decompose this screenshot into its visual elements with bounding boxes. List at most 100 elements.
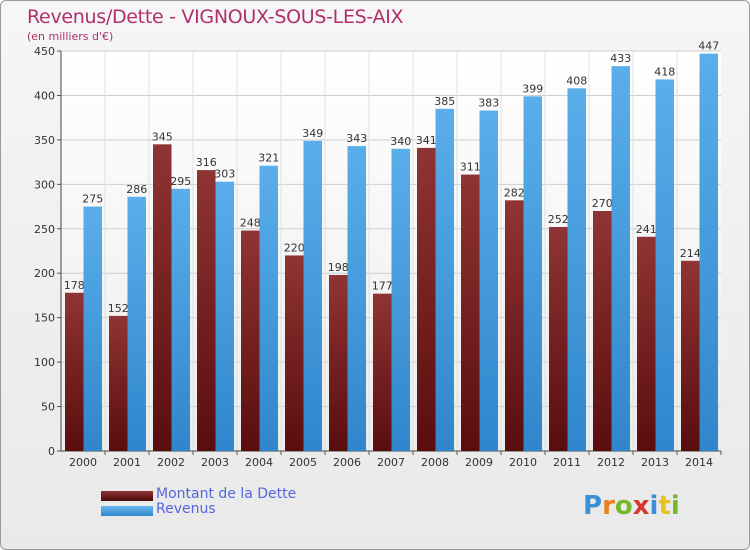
data-label-revenus: 433 bbox=[610, 52, 631, 65]
x-tick-label: 2011 bbox=[553, 456, 581, 469]
data-label-revenus: 408 bbox=[566, 74, 587, 87]
bar-revenus bbox=[699, 53, 718, 452]
y-tick-label: 0 bbox=[48, 445, 55, 458]
logo-letter: t bbox=[658, 491, 671, 521]
data-label-dette: 282 bbox=[504, 186, 525, 199]
x-tick-label: 2008 bbox=[421, 456, 449, 469]
x-tick-label: 2014 bbox=[685, 456, 713, 469]
y-tick-label: 300 bbox=[34, 178, 55, 191]
data-label-dette: 311 bbox=[460, 161, 481, 174]
data-label-dette: 270 bbox=[592, 197, 613, 210]
data-label-dette: 345 bbox=[152, 130, 173, 143]
bar-dette bbox=[417, 147, 436, 451]
x-tick-label: 2005 bbox=[289, 456, 317, 469]
logo-letter: o bbox=[614, 491, 633, 521]
data-label-revenus: 349 bbox=[302, 127, 323, 140]
y-tick-label: 250 bbox=[34, 223, 55, 236]
legend-label-revenus: Revenus bbox=[156, 501, 216, 517]
bar-dette bbox=[153, 144, 172, 452]
bar-dette bbox=[593, 211, 612, 451]
logo-letter: i bbox=[670, 491, 680, 521]
data-label-dette: 214 bbox=[680, 247, 701, 260]
bar-dette bbox=[505, 200, 524, 451]
x-tick-label: 2006 bbox=[333, 456, 361, 469]
data-label-dette: 316 bbox=[196, 156, 217, 169]
bar-revenus bbox=[611, 66, 630, 451]
x-tick-label: 2002 bbox=[157, 456, 185, 469]
proxiti-logo: Proxiti bbox=[583, 491, 680, 521]
data-label-dette: 198 bbox=[328, 261, 349, 274]
x-tick-label: 2009 bbox=[465, 456, 493, 469]
data-label-dette: 248 bbox=[240, 217, 261, 230]
x-tick-label: 2000 bbox=[69, 456, 97, 469]
chart-subtitle: (en milliers d'€) bbox=[27, 30, 114, 43]
bar-dette bbox=[197, 170, 216, 451]
data-label-dette: 241 bbox=[636, 223, 657, 236]
x-tick-label: 2003 bbox=[201, 456, 229, 469]
bar-dette bbox=[65, 292, 84, 451]
bar-dette bbox=[681, 260, 700, 451]
data-label-revenus: 303 bbox=[214, 168, 235, 181]
legend-label-dette: Montant de la Dette bbox=[156, 486, 297, 502]
data-label-dette: 152 bbox=[108, 302, 129, 315]
bar-revenus bbox=[83, 206, 102, 451]
bar-revenus bbox=[303, 140, 322, 451]
data-label-revenus: 383 bbox=[478, 97, 499, 110]
data-label-revenus: 343 bbox=[346, 132, 367, 145]
data-label-revenus: 418 bbox=[654, 65, 675, 78]
bar-revenus bbox=[127, 196, 146, 451]
data-label-revenus: 340 bbox=[390, 135, 411, 148]
y-tick-label: 150 bbox=[34, 312, 55, 325]
bar-dette bbox=[109, 315, 128, 451]
data-label-revenus: 385 bbox=[434, 95, 455, 108]
x-tick-label: 2010 bbox=[509, 456, 537, 469]
data-label-dette: 177 bbox=[372, 280, 393, 293]
y-tick-label: 50 bbox=[41, 401, 55, 414]
bar-revenus bbox=[479, 110, 498, 452]
bar-revenus bbox=[435, 108, 454, 452]
data-label-revenus: 447 bbox=[698, 40, 719, 53]
bar-dette bbox=[285, 255, 304, 451]
bar-revenus bbox=[171, 188, 190, 451]
bar-revenus bbox=[259, 165, 278, 451]
data-label-dette: 252 bbox=[548, 213, 569, 226]
x-tick-label: 2007 bbox=[377, 456, 405, 469]
logo-letter: x bbox=[632, 491, 650, 521]
legend-swatch-dette bbox=[101, 491, 153, 501]
y-tick-label: 200 bbox=[34, 267, 55, 280]
data-label-dette: 341 bbox=[416, 134, 437, 147]
bar-dette bbox=[329, 275, 348, 451]
data-label-revenus: 321 bbox=[258, 152, 279, 165]
bar-revenus bbox=[391, 148, 410, 451]
data-label-revenus: 286 bbox=[126, 183, 147, 196]
data-label-revenus: 295 bbox=[170, 175, 191, 188]
bar-dette bbox=[549, 227, 568, 451]
data-label-revenus: 275 bbox=[82, 193, 103, 206]
bar-dette bbox=[241, 230, 260, 451]
x-tick-label: 2012 bbox=[597, 456, 625, 469]
logo-letter: P bbox=[583, 491, 603, 521]
logo-letter: r bbox=[602, 491, 615, 521]
y-tick-label: 100 bbox=[34, 356, 55, 369]
bar-revenus bbox=[347, 146, 366, 451]
bar-dette bbox=[373, 293, 392, 451]
legend-swatch-revenus bbox=[101, 506, 153, 516]
data-label-revenus: 399 bbox=[522, 82, 543, 95]
x-tick-label: 2004 bbox=[245, 456, 273, 469]
chart-title: Revenus/Dette - VIGNOUX-SOUS-LES-AIX bbox=[27, 6, 404, 28]
logo-letter: i bbox=[649, 491, 659, 521]
bar-revenus bbox=[655, 79, 674, 451]
y-tick-label: 400 bbox=[34, 89, 55, 102]
bar-revenus bbox=[567, 88, 586, 451]
data-label-dette: 220 bbox=[284, 241, 305, 254]
bar-revenus bbox=[215, 181, 234, 451]
bar-dette bbox=[461, 174, 480, 452]
bar-dette bbox=[637, 236, 656, 451]
y-tick-label: 450 bbox=[34, 45, 55, 58]
y-tick-label: 350 bbox=[34, 134, 55, 147]
x-tick-label: 2013 bbox=[641, 456, 669, 469]
bar-revenus bbox=[523, 96, 542, 451]
data-label-dette: 178 bbox=[64, 279, 85, 292]
